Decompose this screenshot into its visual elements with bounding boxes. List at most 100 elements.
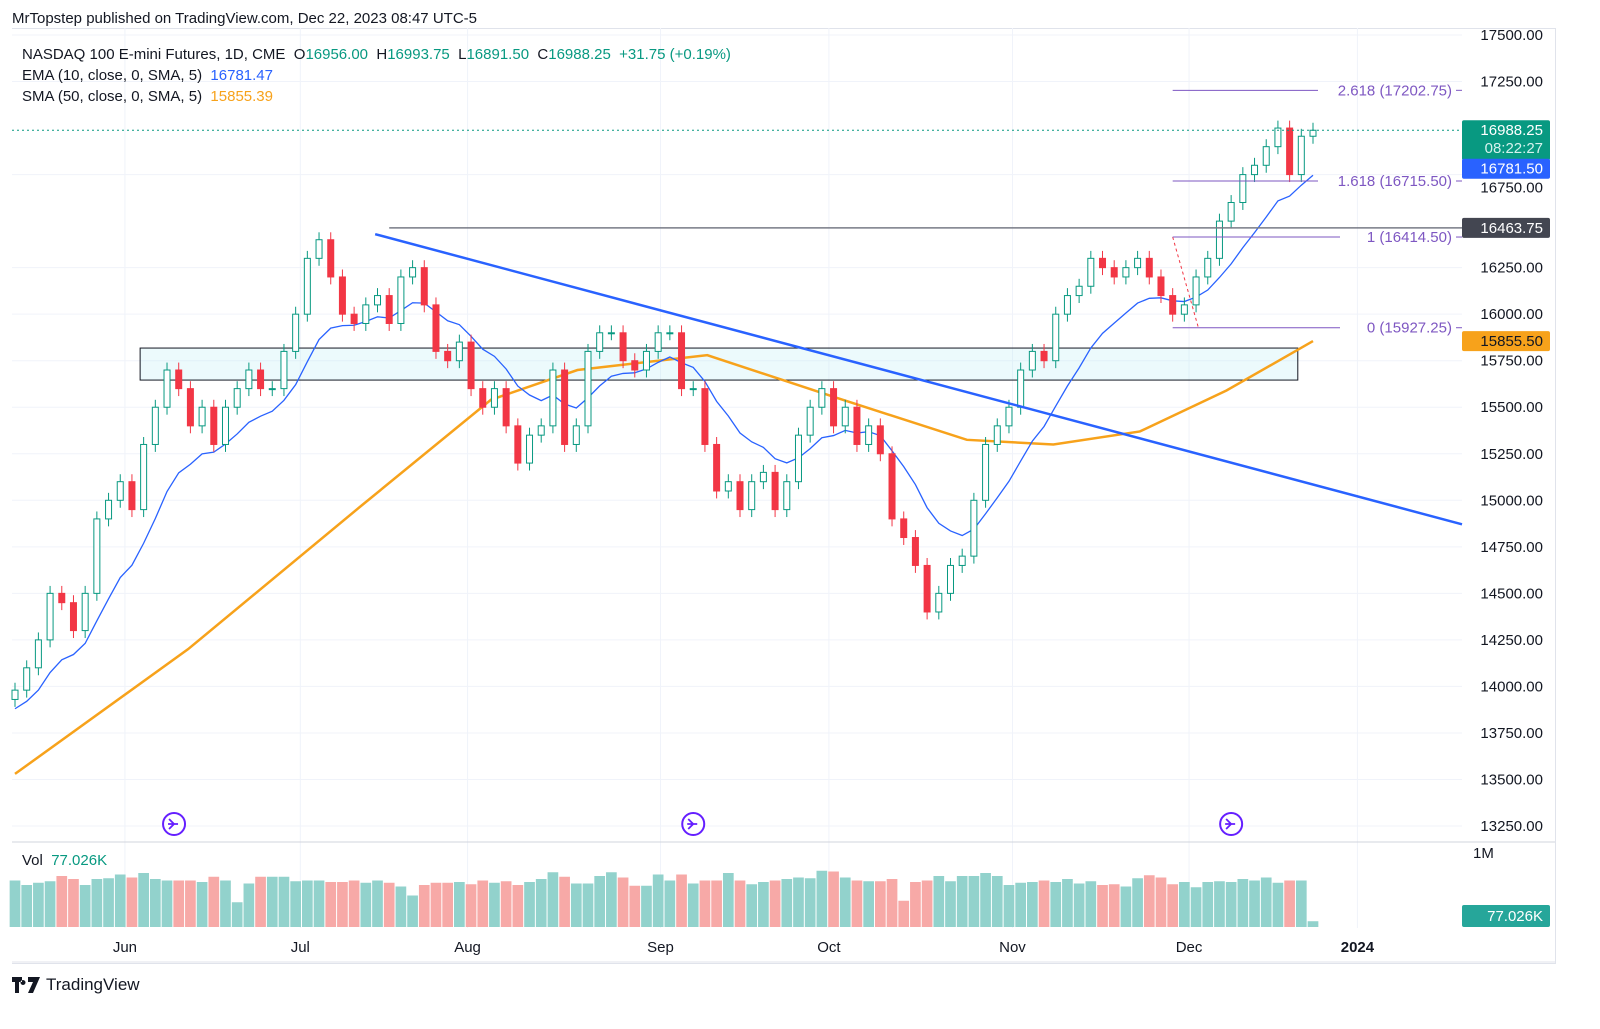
volume-bar <box>1143 875 1155 927</box>
candle-body <box>233 388 241 408</box>
chart-legend: NASDAQ 100 E-mini Futures, 1D, CME O1695… <box>22 44 731 107</box>
candle-body <box>315 239 323 259</box>
candle-body <box>1239 174 1247 204</box>
y-axis-tick: 13500.00 <box>1480 771 1543 788</box>
y-axis-tick: 16250.00 <box>1480 260 1543 277</box>
y-axis-tick: 14250.00 <box>1480 632 1543 649</box>
volume-bar <box>699 880 711 927</box>
candle-body <box>713 443 721 492</box>
volume-bar <box>1237 879 1249 927</box>
candle-body <box>970 499 978 557</box>
volume-bar <box>1190 887 1202 927</box>
candle-body <box>1075 285 1083 297</box>
sma-row[interactable]: SMA (50, close, 0, SMA, 5) 15855.39 <box>22 88 273 105</box>
volume-bar <box>1155 877 1167 927</box>
volume-bar <box>629 885 641 927</box>
candle-body <box>257 369 265 390</box>
candle-body <box>607 332 615 335</box>
volume-bar <box>442 882 454 927</box>
y-axis-tick: 14000.00 <box>1480 678 1543 695</box>
candle-body <box>946 564 954 594</box>
candle-body <box>116 481 124 501</box>
volume-bar <box>278 876 290 927</box>
volume-bar <box>1214 881 1225 927</box>
volume-bar <box>383 882 395 927</box>
volume-bar <box>687 883 699 927</box>
candle-body <box>561 369 569 445</box>
candle-body <box>1087 257 1095 287</box>
candle-body <box>911 537 919 566</box>
volume-axis-label: 1M <box>1473 845 1494 862</box>
candle-body <box>128 481 136 511</box>
open-value: 16956.00 <box>305 46 369 63</box>
sma-value: 15855.39 <box>210 88 273 105</box>
candle-body <box>806 406 814 436</box>
candle-body <box>876 425 884 455</box>
volume-bar <box>1120 886 1132 927</box>
candle-body <box>292 313 300 352</box>
candle-body <box>186 388 194 427</box>
volume-legend[interactable]: Vol 77.026K <box>22 852 108 869</box>
volume-bar <box>606 872 617 927</box>
volume-bar <box>945 881 956 927</box>
volume-bar <box>1003 885 1015 927</box>
volume-bar <box>185 880 196 927</box>
volume-bar <box>676 874 687 927</box>
volume-bar <box>991 876 1003 927</box>
ema-price-badge: 16781.50 <box>1480 161 1543 178</box>
change-value: +31.75 (+0.19%) <box>619 46 731 63</box>
low-value: 16891.50 <box>466 46 530 63</box>
volume-bar <box>395 886 407 927</box>
candle-body <box>1192 276 1200 306</box>
tradingview-logo[interactable]: TradingView <box>12 975 140 995</box>
volume-bar <box>465 884 477 927</box>
symbol-name[interactable]: NASDAQ 100 E-mini Futures, 1D, CME <box>22 46 286 63</box>
volume-bar <box>722 873 734 927</box>
x-axis-tick: Aug <box>454 939 481 956</box>
candle-body <box>432 304 440 352</box>
candle-body <box>374 295 382 306</box>
candle-body <box>444 350 452 362</box>
volume-badge: 77.026K <box>1487 908 1543 925</box>
candle-body <box>514 425 522 464</box>
volume-bar <box>407 895 418 927</box>
volume-bar <box>196 882 208 927</box>
candle-body <box>198 406 206 427</box>
candle-body <box>1134 257 1142 269</box>
candle-body <box>537 425 545 436</box>
y-axis-tick: 17250.00 <box>1480 74 1543 91</box>
candle-body <box>362 304 370 324</box>
support-zone-rectangle <box>139 347 1299 381</box>
candle-body <box>1215 220 1223 259</box>
ema-value: 16781.47 <box>210 67 273 84</box>
candle-body <box>1204 257 1212 278</box>
volume-bar <box>874 881 886 927</box>
candle-body <box>736 481 744 511</box>
trendline <box>374 232 1463 526</box>
volume-bar <box>559 876 570 927</box>
candle-body <box>1028 350 1036 371</box>
volume-bar <box>1249 880 1260 927</box>
ema-row[interactable]: EMA (10, close, 0, SMA, 5) 16781.47 <box>22 67 273 84</box>
candle-body <box>58 592 66 604</box>
volume-value: 77.026K <box>51 852 108 869</box>
candle-body <box>1122 267 1130 278</box>
candle-body <box>175 369 183 390</box>
volume-bar <box>1050 882 1062 927</box>
candle-body <box>526 434 534 464</box>
volume-bar <box>1062 879 1073 927</box>
volume-bar <box>570 883 582 927</box>
event-arrow-icon <box>1225 818 1236 830</box>
countdown-badge: 08:22:27 <box>1485 140 1543 157</box>
volume-bar <box>734 880 746 927</box>
volume-bar <box>1295 880 1307 927</box>
volume-bar <box>1260 877 1272 927</box>
candle-body <box>619 332 627 362</box>
candle-body <box>105 499 113 520</box>
volume-bar <box>372 880 383 927</box>
volume-bar <box>1284 880 1295 927</box>
candle-body <box>1145 257 1153 278</box>
candle-body <box>455 341 463 362</box>
chart-frame <box>12 28 1556 964</box>
